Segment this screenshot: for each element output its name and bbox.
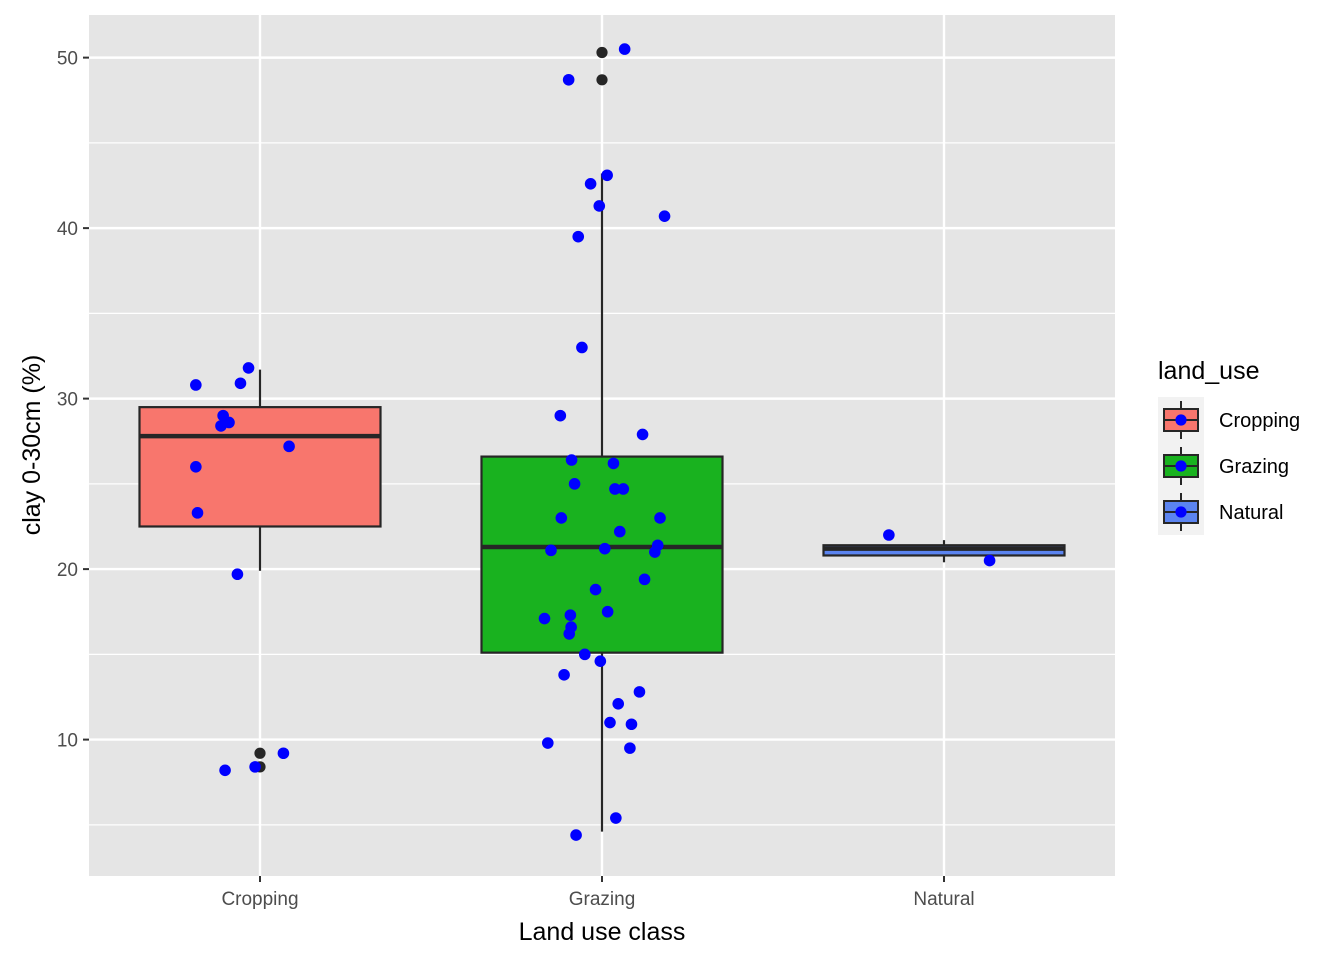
data-point [277,747,290,760]
data-point [610,812,622,824]
data-point [563,628,576,640]
data-point [636,428,649,441]
data-point [219,764,231,777]
y-tick-label: 40 [57,219,78,240]
data-point [625,718,638,731]
legend-label: Natural [1219,502,1283,524]
x-axis-title: Land use class [519,918,686,946]
data-point [283,440,295,453]
y-axis-title: clay 0-30cm (%) [18,355,46,536]
data-point [633,686,646,698]
y-tick-label: 20 [57,560,78,581]
x-tick-label: Natural [913,889,974,910]
data-point [607,457,620,470]
data-point [593,200,606,212]
legend-item-cropping: Cropping [1158,397,1300,443]
data-point [604,716,616,729]
x-tick-label: Cropping [221,889,298,910]
data-point [883,529,895,541]
data-point [542,737,554,749]
data-point [538,612,551,625]
data-point [565,454,578,466]
y-tick-label: 10 [57,731,78,752]
data-point [609,483,621,495]
legend-item-grazing: Grazing [1158,443,1289,489]
legend-key-point [1175,506,1187,518]
data-point [190,461,202,473]
data-point [554,409,567,422]
boxes-layer [138,46,1066,832]
data-point [589,583,602,596]
data-point [649,546,661,558]
data-point [562,73,575,86]
legend-label: Cropping [1219,410,1300,432]
data-point [191,507,204,519]
outlier-point [596,74,608,86]
data-point [234,377,247,390]
data-point [564,609,577,621]
data-point [572,230,585,243]
x-axis: Cropping Grazing Natural [221,876,975,910]
data-point [215,420,227,432]
data-point [576,341,588,354]
data-point [578,648,591,661]
data-point [190,379,202,391]
data-point [601,605,614,618]
y-tick-label: 50 [57,49,78,70]
y-tick-label: 30 [57,390,78,411]
data-point [598,542,611,555]
y-axis: 10 20 30 40 50 [57,49,89,752]
box-cropping [138,369,382,773]
legend-label: Grazing [1219,456,1289,478]
data-point [618,43,631,55]
box-natural [822,540,1066,563]
data-point [545,544,557,557]
points-layer [190,43,996,841]
data-point [594,655,607,667]
data-point [249,761,261,773]
legend-title: land_use [1158,357,1259,385]
data-point [601,169,613,182]
data-point [654,512,666,524]
box-grazing [480,46,724,832]
data-point [638,573,651,586]
legend: land_use Cropping Grazing Natural [1158,357,1300,535]
data-point [613,525,626,538]
legend-key-point [1175,460,1187,472]
data-point [231,568,244,581]
data-point [570,829,582,841]
data-point [612,698,625,710]
data-point [555,512,568,524]
data-point [584,177,597,190]
outlier-point [596,46,608,59]
data-point [624,742,636,754]
data-point [617,483,630,495]
data-point [983,554,996,567]
data-point [658,210,671,222]
box-iqr [480,455,724,654]
data-point [568,478,581,490]
legend-key-point [1175,414,1187,426]
outlier-point [254,747,266,759]
x-tick-label: Grazing [569,889,636,910]
data-point [558,669,570,681]
data-point [242,362,255,374]
box-iqr [138,406,382,528]
legend-item-natural: Natural [1158,489,1283,535]
